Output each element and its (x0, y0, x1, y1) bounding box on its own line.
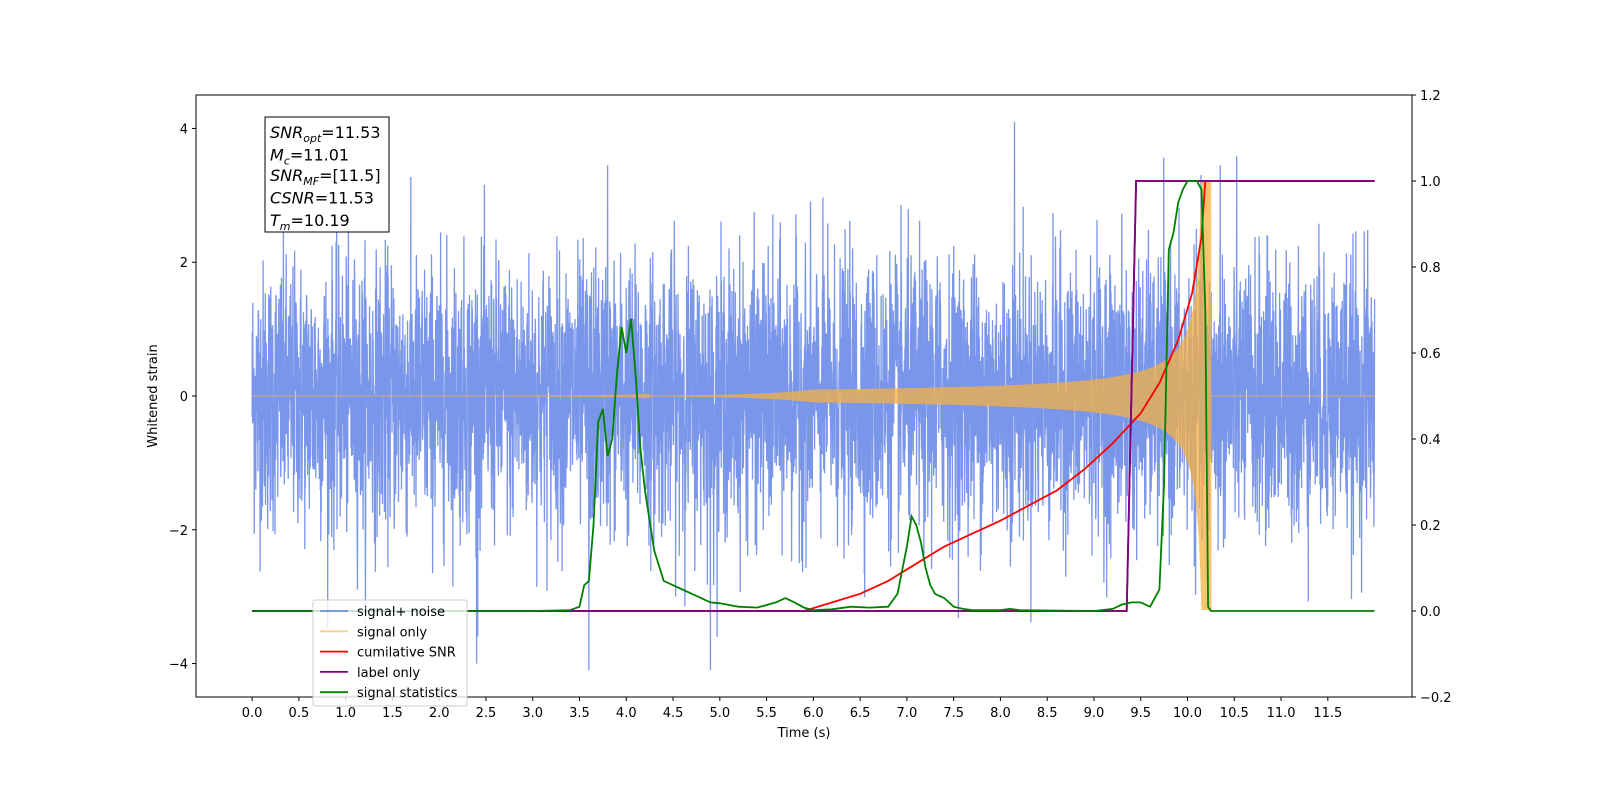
x-tick-label: 5.0 (709, 706, 730, 721)
annotation-subscript: m (280, 220, 291, 233)
annotation-subscript: MF (303, 175, 319, 188)
y-right-tick-label: 0.8 (1420, 261, 1441, 276)
y-right-tick-label: −0.2 (1420, 691, 1452, 706)
y-right-tick-label: 0.6 (1420, 347, 1441, 362)
legend-label: signal statistics (357, 686, 458, 701)
annotation-subscript: opt (303, 132, 322, 145)
x-tick-label: 4.0 (616, 706, 637, 721)
x-tick-label: 5.5 (756, 706, 777, 721)
y-axis-label: Whitened strain (146, 344, 161, 447)
x-tick-label: 6.0 (803, 706, 824, 721)
series-signal-only (252, 181, 1375, 611)
annotation-symbol: M (270, 146, 284, 165)
x-tick-label: 2.0 (429, 706, 450, 721)
legend-label-overlapped: label (357, 666, 388, 681)
annotation-line: CSNR=11.53 (270, 189, 374, 208)
series-layer (251, 121, 1376, 671)
series-signal-statistics (252, 180, 1375, 612)
annotation-value: =[11.5] (319, 166, 381, 185)
annotation-subscript: c (284, 155, 290, 168)
annotation-symbol: SNR (270, 166, 303, 185)
y-left-tick-label: −2 (169, 524, 188, 539)
legend-label: label only (357, 666, 420, 681)
x-axis: 0.0 0.5 1.0 1.5 2.0 2.5 3.0 3.5 4.0 4.5 5.0 5.5 6.0 6… (242, 697, 1342, 721)
series-label (252, 180, 1375, 612)
y-right-tick-label: 1.0 (1420, 175, 1441, 190)
x-tick-label: 1.0 (335, 706, 356, 721)
x-tick-label: 7.5 (943, 706, 964, 721)
series-cumilative-snr (252, 180, 1375, 612)
legend-label: signal only (357, 625, 427, 640)
x-tick-label: 7.0 (897, 706, 918, 721)
annotation-line: SNRMF=[11.5] (270, 166, 381, 188)
y-left-tick-label: −4 (169, 658, 188, 673)
legend-label: signal+ noise (357, 605, 445, 620)
x-tick-label: 3.0 (522, 706, 543, 721)
y-right-tick-label: 0.4 (1420, 433, 1441, 448)
x-tick-label: 4.5 (663, 706, 684, 721)
annotation-value: =11.53 (315, 189, 374, 208)
annotation-value: =11.53 (321, 123, 380, 142)
annotation-symbol: T (270, 211, 281, 230)
x-tick-label: 0.5 (289, 706, 310, 721)
annotation-line: Mc=11.01 (270, 146, 349, 168)
x-tick-label: 11.0 (1267, 706, 1296, 721)
x-tick-label: 9.5 (1130, 706, 1151, 721)
x-axis-label: Time (s) (777, 726, 831, 741)
legend-label: cumilative SNR (357, 646, 456, 661)
x-tick-label: 3.5 (569, 706, 590, 721)
annotation-frame (264, 116, 390, 233)
y-left-tick-label: 0 (180, 390, 188, 405)
annotation-box: SNRopt=11.53Mc=11.01SNRMF=[11.5]CSNR=11.… (264, 116, 390, 233)
y-left-tick-label: 4 (180, 122, 188, 137)
x-tick-label: 10.0 (1173, 706, 1202, 721)
x-tick-label: 6.5 (850, 706, 871, 721)
annotation-line: SNRopt=11.53 (270, 123, 381, 145)
plot-area (195, 94, 1413, 698)
legend: label signal+ noise signal only cumilative … (312, 599, 468, 707)
annotation-value: =11.01 (290, 146, 349, 165)
annotation-line: Tm=10.19 (270, 211, 350, 233)
x-tick-label: 0.0 (242, 706, 263, 721)
x-tick-label: 9.0 (1084, 706, 1105, 721)
y-right-tick-label: 0.2 (1420, 519, 1441, 534)
y-axis-right: 1.2 1.0 0.8 0.6 0.4 0.2 0.0 −0.2 (1412, 89, 1452, 706)
y-right-tick-label: 1.2 (1420, 89, 1441, 104)
y-right-tick-label: 0.0 (1420, 605, 1441, 620)
x-tick-label: 1.5 (382, 706, 403, 721)
annotation-value: =10.19 (291, 211, 350, 230)
x-tick-label: 8.0 (990, 706, 1011, 721)
y-axis-left: 4 2 0 −2 −4 (169, 122, 196, 673)
x-tick-label: 11.5 (1313, 706, 1342, 721)
x-tick-label: 8.5 (1037, 706, 1058, 721)
x-tick-label: 10.5 (1220, 706, 1249, 721)
y-left-tick-label: 2 (180, 256, 188, 271)
x-tick-label: 2.5 (476, 706, 497, 721)
annotation-symbol: SNR (270, 123, 303, 142)
legend-frame (312, 599, 468, 707)
annotation-symbol: CSNR (270, 189, 315, 208)
